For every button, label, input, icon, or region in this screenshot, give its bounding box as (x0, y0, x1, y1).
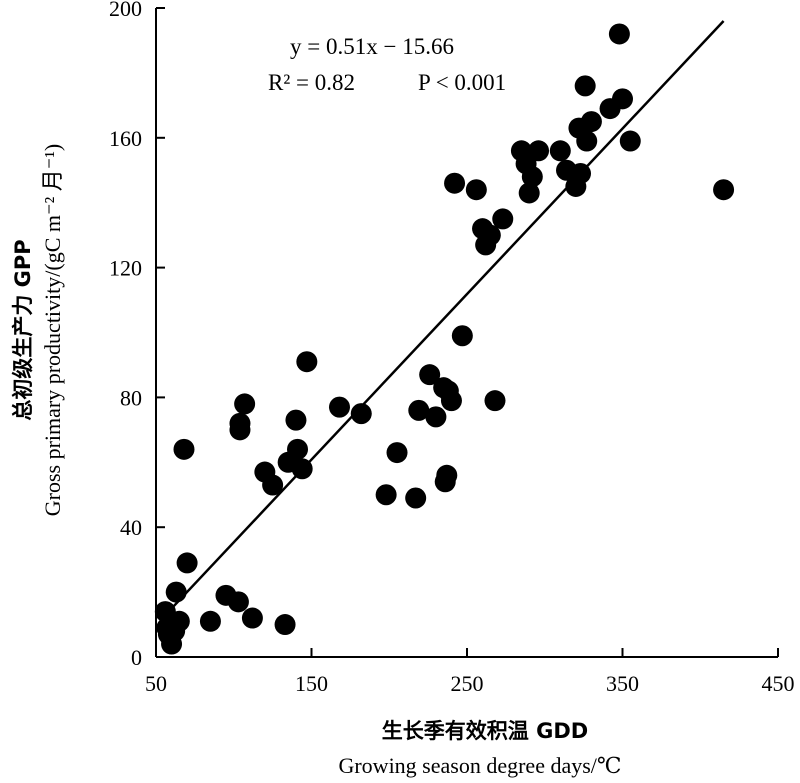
data-point (612, 88, 633, 110)
y-tick-label: 80 (120, 385, 142, 410)
data-point (199, 610, 221, 632)
x-tick-label: 350 (606, 671, 639, 696)
data-point (375, 484, 397, 506)
data-point (241, 607, 263, 629)
data-point (227, 591, 249, 613)
y-axis-title-en: Gross primary productivity/(gC m⁻² 月⁻¹) (40, 144, 65, 517)
data-point (296, 351, 318, 373)
data-point (484, 390, 506, 412)
data-point (580, 111, 602, 133)
data-point (350, 403, 372, 425)
data-point (528, 140, 550, 162)
y-ticks: 0 40 80 120 160 200 (109, 0, 165, 670)
data-point (518, 182, 540, 204)
data-point (492, 208, 514, 230)
data-point (262, 474, 284, 496)
data-point (287, 438, 309, 460)
x-ticks: 50 150 250 350 450 (145, 648, 795, 696)
data-point (576, 130, 598, 152)
data-point (274, 614, 296, 636)
p-annotation: P < 0.001 (418, 70, 506, 95)
data-point (619, 130, 641, 152)
r2-annotation: R² = 0.82 (268, 70, 355, 95)
data-point (521, 166, 543, 188)
regression-line (167, 20, 725, 613)
y-tick-label: 0 (131, 645, 142, 670)
data-point (165, 581, 187, 603)
data-point (479, 224, 501, 246)
x-axis-title-en: Growing season degree days/℃ (338, 753, 621, 778)
data-point (405, 487, 427, 509)
y-tick-label: 40 (120, 515, 142, 540)
regression-line-group (167, 20, 725, 613)
data-point (465, 179, 487, 201)
data-point (444, 172, 466, 194)
y-axis-title-cn: 总初级生产力 GPP (11, 239, 35, 420)
data-point (419, 364, 441, 386)
data-point (425, 406, 447, 428)
data-point (386, 442, 408, 464)
data-points (154, 23, 735, 655)
data-point (176, 552, 198, 574)
data-point (173, 438, 195, 460)
y-tick-label: 160 (109, 126, 142, 151)
data-point (234, 393, 256, 415)
x-tick-label: 450 (762, 671, 795, 696)
data-point (574, 75, 596, 97)
data-point (440, 390, 462, 412)
data-point (408, 399, 430, 421)
data-point (436, 464, 458, 486)
data-point (451, 325, 473, 347)
data-point (549, 140, 571, 162)
x-tick-label: 50 (145, 671, 167, 696)
x-tick-label: 250 (451, 671, 484, 696)
data-point (608, 23, 630, 45)
data-point (285, 409, 307, 431)
y-tick-label: 200 (109, 0, 142, 21)
x-axis-title-cn: 生长季有效积温 GDD (382, 719, 588, 743)
y-tick-label: 120 (109, 256, 142, 281)
data-point (168, 610, 190, 632)
equation-annotation: y = 0.51x − 15.66 (290, 34, 454, 59)
data-point (713, 179, 735, 201)
x-tick-label: 150 (295, 671, 328, 696)
data-point (229, 419, 251, 441)
data-point (328, 396, 350, 418)
